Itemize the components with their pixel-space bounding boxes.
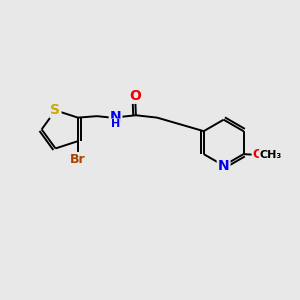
Text: O: O xyxy=(253,148,263,161)
Text: CH₃: CH₃ xyxy=(260,150,282,160)
Text: H: H xyxy=(111,119,120,129)
Text: N: N xyxy=(110,110,122,124)
Text: N: N xyxy=(218,159,230,173)
Text: O: O xyxy=(129,89,141,103)
Text: Br: Br xyxy=(70,153,86,166)
Text: S: S xyxy=(50,103,61,117)
